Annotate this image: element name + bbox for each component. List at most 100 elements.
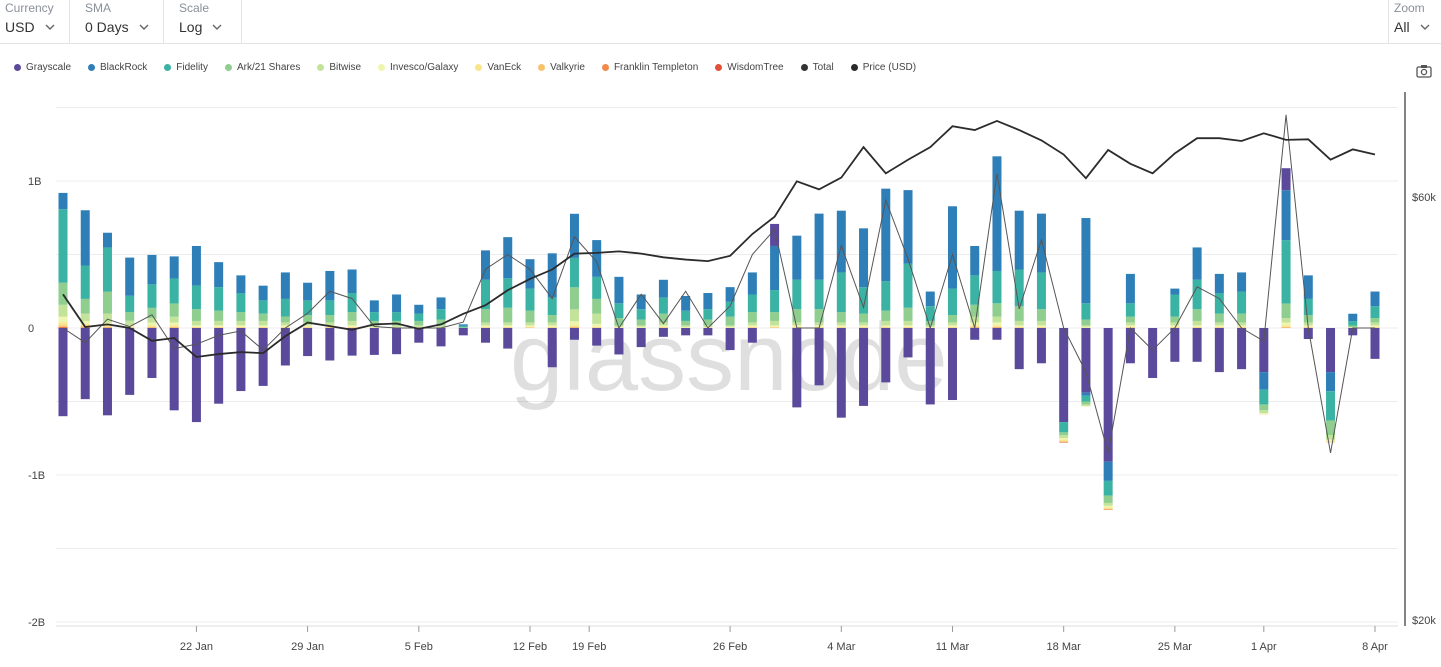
bar-ark <box>147 307 157 319</box>
legend-swatch <box>164 63 172 71</box>
axes: 1B 0 -1B -2B $60k $20k 22 Jan 29 Jan 5 Feb 12 Feb… <box>28 92 1436 653</box>
scale-value: Log <box>179 19 203 35</box>
legend-label: Franklin Templeton <box>613 61 699 73</box>
bar-vaneck <box>1014 326 1024 328</box>
bar-bitwise <box>1103 502 1113 506</box>
legend-label: Bitwise <box>329 61 362 73</box>
bar-valkyrie <box>169 326 179 328</box>
legend-item[interactable]: Valkyrie <box>538 62 585 73</box>
bar-bitwise <box>1125 322 1135 326</box>
bar-grayscale <box>280 328 290 366</box>
currency-select[interactable]: Currency USD <box>0 0 70 44</box>
legend-item[interactable]: WisdomTree <box>715 62 784 73</box>
bar-bitwise <box>547 322 557 326</box>
bar-fidelity <box>970 275 980 305</box>
bar-grayscale <box>992 328 1002 340</box>
bar-fidelity <box>325 300 335 316</box>
bar-blackrock <box>1192 247 1202 280</box>
bar-fidelity <box>436 309 446 320</box>
bar-invesco <box>303 325 313 327</box>
bar-ark <box>547 315 557 323</box>
legend-item[interactable]: Fidelity <box>164 62 208 73</box>
bar-invesco <box>1014 325 1024 327</box>
bar-invesco <box>569 321 579 326</box>
bar-blackrock <box>525 259 535 289</box>
bar-blackrock <box>1170 288 1180 295</box>
legend-item[interactable]: VanEck <box>475 62 521 73</box>
bar-blackrock <box>458 324 468 326</box>
bar-grayscale <box>236 328 246 392</box>
bar-ark <box>1326 420 1336 436</box>
legend-item[interactable]: Franklin Templeton <box>601 61 699 73</box>
bar-invesco <box>992 322 1002 326</box>
bar-ark <box>970 304 980 317</box>
bar-ark <box>592 298 602 314</box>
legend-item[interactable]: Ark/21 Shares <box>224 62 300 73</box>
bar-fidelity <box>547 297 557 316</box>
bar-invesco <box>1237 325 1247 327</box>
bar-blackrock <box>947 206 957 289</box>
bar-grayscale <box>770 223 780 246</box>
bar-ark <box>80 298 90 314</box>
bar-vaneck <box>770 326 780 328</box>
bar-grayscale <box>836 328 846 418</box>
bar-valkyrie <box>58 325 68 327</box>
bar-vaneck <box>1192 326 1202 328</box>
bar-bitwise <box>703 325 713 327</box>
camera-icon[interactable] <box>1416 64 1432 78</box>
legend-item[interactable]: Invesco/Galaxy <box>378 62 458 73</box>
bar-fidelity <box>814 279 824 310</box>
bar-blackrock <box>1370 291 1380 307</box>
bar-invesco <box>547 325 557 327</box>
bar-valkyrie <box>992 326 1002 328</box>
bar-fidelity <box>1259 389 1269 405</box>
bar-ark <box>770 312 780 321</box>
legend-item[interactable]: Grayscale <box>14 62 71 73</box>
bar-fidelity <box>681 310 691 321</box>
bar-blackrock <box>214 262 224 288</box>
bar-grayscale <box>703 328 713 336</box>
legend-item[interactable]: BlackRock <box>88 62 147 73</box>
bar-invesco <box>881 325 891 327</box>
legend-item[interactable]: Price (USD) <box>850 62 916 73</box>
total-line <box>62 114 1375 454</box>
bar-fidelity <box>770 290 780 313</box>
bar-grayscale <box>458 328 468 336</box>
bar-ark <box>1059 432 1069 436</box>
bar-grayscale <box>102 328 112 416</box>
bar-invesco <box>414 326 424 328</box>
legend-item[interactable]: Total <box>800 62 834 73</box>
scale-select[interactable]: Scale Log <box>174 0 242 44</box>
bar-invesco <box>1192 325 1202 327</box>
bar-valkyrie <box>147 326 157 328</box>
bar-vaneck <box>1125 326 1135 328</box>
bar-fidelity <box>703 309 713 320</box>
bar-invesco <box>1103 505 1113 508</box>
bar-ark <box>58 282 68 305</box>
bar-grayscale <box>392 328 402 355</box>
zoom-select[interactable]: Zoom All <box>1388 0 1441 44</box>
legend-swatch <box>850 63 858 71</box>
bar-invesco <box>770 325 780 327</box>
bar-blackrock <box>658 279 668 298</box>
bar-invesco <box>725 326 735 328</box>
bar-fidelity <box>1036 272 1046 310</box>
bar-fidelity <box>658 297 668 314</box>
bar-fidelity <box>169 278 179 304</box>
bar-grayscale <box>58 328 68 417</box>
bar-vaneck <box>1036 326 1046 328</box>
bar-blackrock <box>303 282 313 301</box>
bar-ark <box>725 316 735 326</box>
sma-select[interactable]: SMA 0 Days <box>80 0 164 44</box>
bar-fidelity <box>58 209 68 283</box>
bar-fidelity <box>258 300 268 314</box>
bar-fidelity <box>1059 422 1069 433</box>
bar-bitwise <box>1237 322 1247 326</box>
legend-item[interactable]: Bitwise <box>317 62 361 73</box>
bar-invesco <box>1370 325 1380 327</box>
bar-grayscale <box>947 328 957 401</box>
y-tick-label: 0 <box>28 323 34 335</box>
bar-vaneck <box>214 326 224 328</box>
bar-ark <box>836 312 846 323</box>
